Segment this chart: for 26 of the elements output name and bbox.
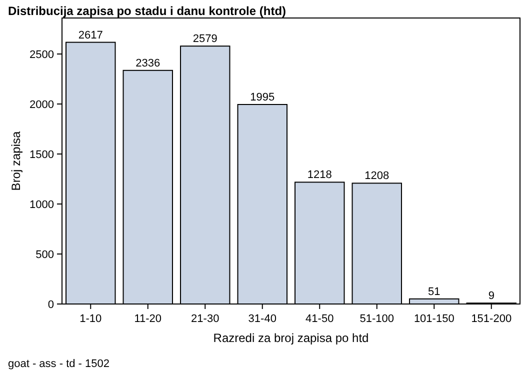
x-tick-label: 31-40 xyxy=(248,313,276,325)
data-label: 9 xyxy=(488,290,494,302)
data-label: 2336 xyxy=(136,57,160,70)
data-label: 2617 xyxy=(78,29,103,42)
y-tick-label: 1000 xyxy=(30,199,54,211)
y-tick-label: 1500 xyxy=(30,149,54,161)
x-tick-label: 41-50 xyxy=(306,313,334,325)
x-tick-label: 1-10 xyxy=(80,313,102,325)
x-tick-label: 101-150 xyxy=(414,313,454,325)
x-tick-label: 21-30 xyxy=(191,313,220,325)
y-tick-label: 500 xyxy=(36,249,54,261)
data-label: 51 xyxy=(428,286,440,298)
x-tick-label: 11-20 xyxy=(134,313,162,325)
data-label: 1995 xyxy=(250,92,275,104)
data-label: 2579 xyxy=(192,33,218,46)
y-axis-title: Broj zapisa xyxy=(9,131,23,191)
data-label: 1208 xyxy=(364,170,390,182)
x-tick-label: 51-100 xyxy=(360,313,394,325)
chart-title: Distribucija zapisa po stadu i danu kontrole (htd) xyxy=(8,4,286,18)
y-tick-label: 0 xyxy=(48,299,54,311)
x-axis-title: Razredi za broj zapisa po htd xyxy=(213,331,369,345)
y-tick-label: 2500 xyxy=(30,49,54,61)
data-label: 1218 xyxy=(307,169,332,182)
x-tick-label: 151-200 xyxy=(471,313,512,325)
y-tick-label: 2000 xyxy=(30,99,54,111)
text: goat - ass - td - 1502 xyxy=(8,358,110,370)
